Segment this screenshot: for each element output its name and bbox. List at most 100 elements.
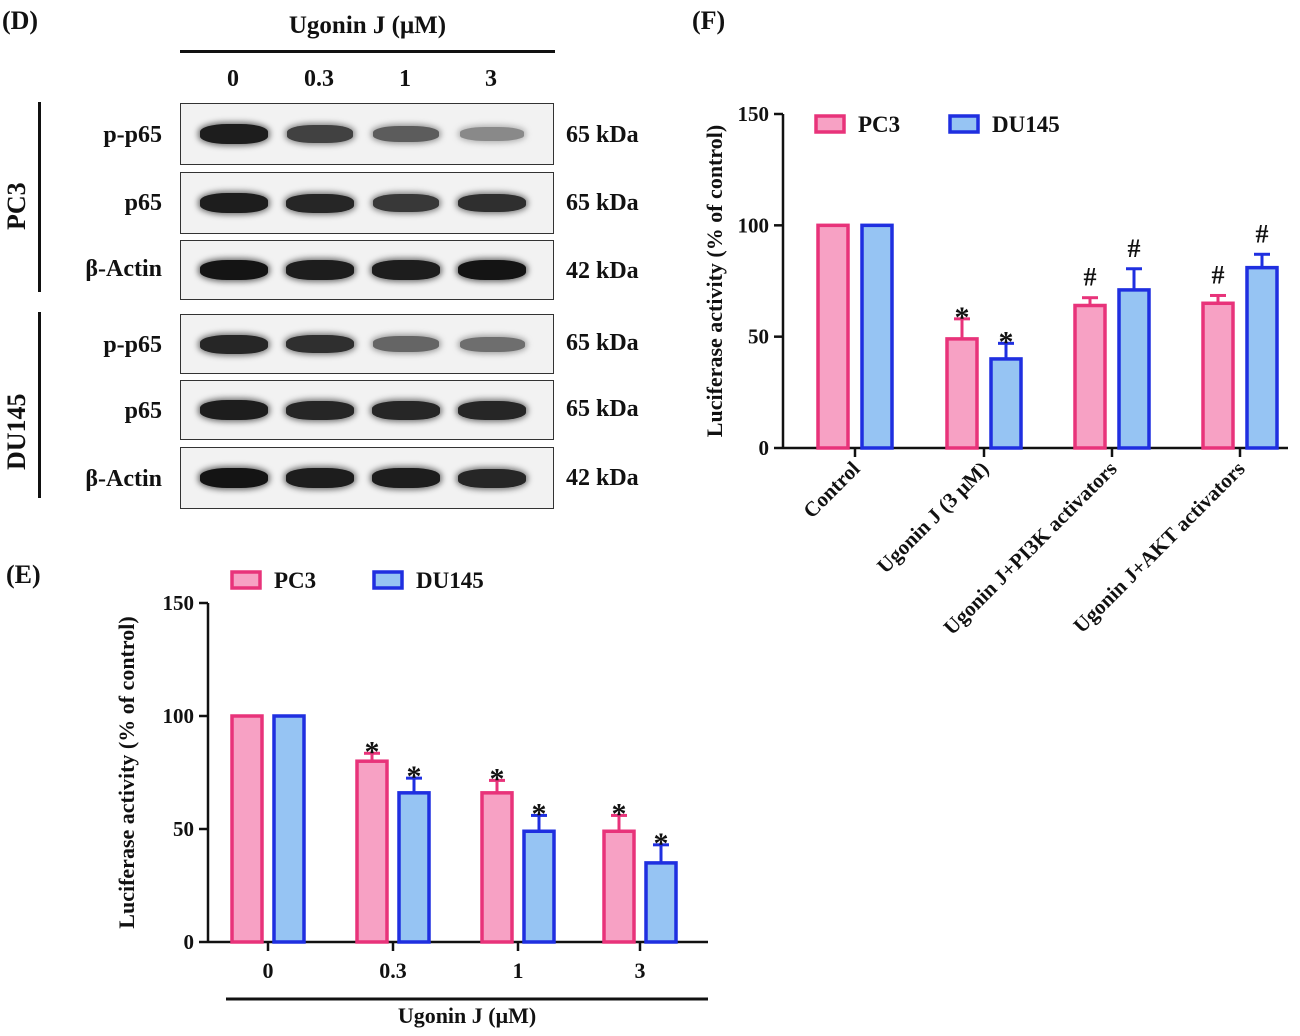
blot-band [200,124,268,144]
blot-pc3-beta-actin [180,240,554,300]
wb-header-line [180,50,555,53]
blot-du145-p65 [180,380,554,440]
x-tick-label: 0 [263,958,274,983]
blot-band [459,127,525,141]
significance-mark: * [490,762,505,795]
bar-pc3 [355,759,389,944]
significance-mark: * [532,797,547,830]
blot-band [458,400,526,420]
y-tick-label: 50 [173,817,194,841]
bar-pc3 [480,791,514,944]
wb-kda-label: 65 kDa [566,190,639,216]
wb-row-label: p65 [124,398,162,424]
blot-du145-p-p65 [180,314,554,374]
y-tick-label: 100 [738,213,770,237]
wb-row-label: p-p65 [103,332,162,358]
significance-mark: * [365,735,380,768]
y-axis-label: Luciferase activity (% of control) [114,616,139,928]
blot-band [286,400,354,420]
y-axis-label: Luciferase activity (% of control) [702,125,727,437]
y-tick-label: 0 [759,436,770,460]
significance-mark: # [1212,260,1225,289]
wb-treatment-header: Ugonin J (μM) [288,12,447,39]
legend-swatch-du145 [948,114,980,134]
blot-pc3-p-p65 [180,103,554,165]
significance-mark: # [1128,234,1141,263]
x-tick-label: 1 [513,958,524,983]
bar-du145 [989,357,1023,450]
bar-du145 [860,223,894,450]
bar-pc3 [945,337,979,450]
significance-mark: # [1084,263,1097,292]
blot-band [458,260,526,280]
wb-row-label: β-Actin [85,466,162,492]
bar-du145 [272,714,306,944]
blot-band [286,193,354,213]
bar-pc3 [816,223,850,450]
y-tick-label: 50 [748,325,769,349]
x-tick-label: Ugonin J (3 μM) [872,457,994,579]
y-tick-label: 150 [738,102,770,126]
legend-label: DU145 [416,568,484,593]
blot-band [200,334,268,354]
blot-band [459,336,525,352]
blot-band [200,193,268,213]
blot-band [286,334,354,354]
blot-band [372,400,440,420]
blot-band [200,260,268,280]
blot-band [373,336,439,352]
wb-lane-label: 1 [399,66,411,92]
wb-lane-label: 0 [227,66,239,92]
wb-kda-label: 42 kDa [566,258,639,284]
x-tick-label: 0.3 [379,958,407,983]
legend-label: PC3 [274,568,316,593]
legend-swatch-pc3 [230,570,262,590]
blot-band [286,468,354,488]
wb-kda-label: 65 kDa [566,122,639,148]
bar-du145 [397,791,431,944]
legend-label: DU145 [992,112,1060,137]
y-tick-label: 100 [163,704,195,728]
blot-band [372,260,440,280]
blot-band [372,468,440,488]
wb-row-label: p-p65 [103,122,162,148]
significance-mark: * [955,301,970,334]
wb-kda-label: 65 kDa [566,396,639,422]
y-tick-label: 0 [184,930,195,954]
legend-swatch-pc3 [814,114,846,134]
du145-group-bracket [38,312,41,498]
legend-swatch-du145 [372,570,404,590]
blot-band [200,468,268,488]
wb-row-label: β-Actin [85,256,162,282]
significance-mark: # [1256,219,1269,248]
significance-mark: * [654,827,669,860]
pc3-group-bracket [38,102,41,292]
blot-band [372,194,440,212]
panel-letter-f: (F) [692,6,726,35]
x-tick-label: Control [798,456,864,522]
wb-kda-label: 42 kDa [566,465,639,491]
wb-lane-label: 0.3 [304,66,334,92]
blot-du145-beta-actin [180,447,554,509]
blot-band [458,193,526,213]
wb-kda-label: 65 kDa [566,330,639,356]
bar-du145 [1117,288,1151,450]
bar-pc3 [1073,303,1107,450]
bar-du145 [1245,265,1279,450]
blot-band [286,260,354,280]
panel-letter-e: (E) [6,560,41,589]
wb-lane-label: 3 [485,66,497,92]
x-tick-label: 3 [635,958,646,983]
blot-band [373,126,439,142]
blot-band [458,468,526,488]
bar-pc3 [1201,301,1235,450]
panel-letter-d: (D) [2,6,39,35]
wb-row-label: p65 [124,190,162,216]
blot-band [286,125,354,143]
significance-mark: * [612,797,627,830]
blot-pc3-p65 [180,172,554,234]
blot-band [200,400,268,420]
y-tick-label: 150 [163,591,195,615]
